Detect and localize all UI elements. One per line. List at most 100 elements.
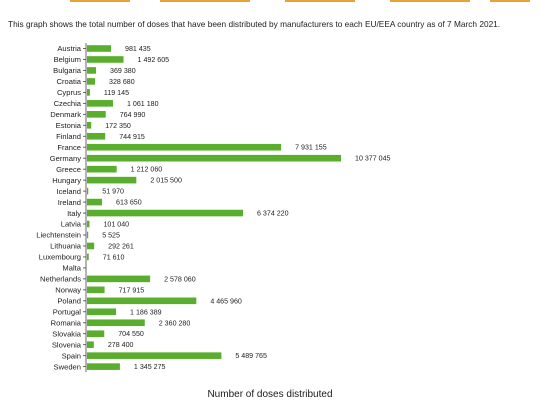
category-label: Greece	[56, 165, 81, 174]
value-label: 981 435	[125, 45, 151, 53]
bar	[87, 242, 95, 250]
value-label: 6 374 220	[257, 210, 289, 218]
bar	[87, 132, 106, 140]
category-label: Netherlands	[40, 275, 81, 284]
category-label: Malta	[62, 264, 81, 273]
bar	[87, 56, 124, 63]
category-label: Croatia	[57, 77, 82, 86]
category-label: Portugal	[53, 307, 82, 316]
top-strip-dash	[285, 0, 355, 2]
value-label: 2 578 060	[164, 275, 196, 283]
bar	[87, 121, 92, 129]
top-strip-dash	[490, 0, 530, 2]
value-label: 119 145	[104, 89, 129, 97]
value-label: 71 610	[103, 253, 125, 261]
bar	[87, 67, 97, 74]
category-label: Luxembourg	[39, 253, 81, 262]
bar	[87, 176, 137, 184]
bar	[87, 209, 244, 217]
bar	[87, 330, 105, 338]
bar	[87, 78, 96, 85]
bar	[87, 297, 197, 305]
category-label: Finland	[56, 132, 81, 141]
category-label: Czechia	[54, 99, 82, 108]
category-label: Norway	[55, 286, 81, 295]
value-label: 5 489 765	[235, 352, 267, 360]
chart-description: This graph shows the total number of dos…	[8, 19, 501, 29]
category-labels: Austria Belgium Bulgaria Croatia Cyprus Czech…	[36, 44, 82, 371]
bar	[87, 231, 89, 239]
value-label: 292 261	[108, 242, 134, 250]
bar	[87, 220, 90, 228]
value-label: 101 040	[103, 221, 129, 229]
value-label: 5 525	[102, 231, 120, 239]
bar	[87, 275, 151, 283]
category-label: Iceland	[57, 187, 82, 196]
value-label: 1 492 605	[138, 56, 170, 64]
bar	[87, 111, 106, 118]
category-label: France	[57, 143, 81, 152]
value-label: 744 915	[119, 133, 145, 141]
category-label: Liechtenstein	[36, 231, 81, 240]
category-label: Slovakia	[52, 329, 81, 338]
top-strip-dash	[70, 0, 130, 2]
value-label: 1 186 389	[130, 308, 162, 316]
value-label: 328 680	[109, 78, 135, 86]
category-label: Ireland	[58, 198, 81, 207]
category-label: Hungary	[52, 176, 81, 185]
chart-bars	[87, 45, 341, 370]
category-label: Denmark	[50, 110, 81, 119]
bar	[87, 45, 112, 52]
bar	[87, 319, 145, 327]
bar	[87, 154, 341, 162]
category-label: Sweden	[54, 362, 81, 371]
value-label: 278 400	[108, 341, 134, 349]
top-decorative-strip	[0, 0, 540, 5]
category-label: Spain	[62, 351, 81, 360]
category-label: Latvia	[61, 220, 82, 229]
category-label: Germany	[50, 154, 81, 163]
category-label: Estonia	[56, 121, 82, 130]
value-label: 4 465 960	[210, 297, 242, 305]
category-label: Slovenia	[52, 340, 82, 349]
top-strip-dash	[390, 0, 470, 2]
value-label: 764 990	[120, 111, 146, 119]
bar	[87, 363, 120, 370]
value-label: 7 931 155	[295, 144, 327, 152]
value-label: 51 970	[102, 188, 124, 196]
value-label: 1 061 180	[127, 100, 159, 108]
value-label: 704 550	[118, 330, 144, 338]
bar	[87, 352, 222, 359]
bar	[87, 100, 113, 107]
category-label: Poland	[57, 297, 81, 306]
value-label: 369 380	[110, 67, 136, 75]
category-label: Bulgaria	[53, 66, 82, 75]
bar	[87, 286, 105, 294]
category-label: Cyprus	[57, 88, 81, 97]
category-label: Romania	[51, 318, 82, 327]
bar	[87, 341, 94, 348]
value-label: 2 360 280	[159, 319, 191, 327]
bar	[87, 198, 103, 206]
value-label: 717 915	[119, 286, 145, 294]
category-label: Austria	[57, 44, 81, 53]
bar	[87, 253, 89, 261]
value-label: 172 350	[105, 122, 131, 130]
category-label: Italy	[67, 209, 81, 218]
value-label: 10 377 045	[355, 155, 391, 163]
bar	[87, 187, 89, 195]
bar	[87, 89, 90, 96]
x-axis-label: Number of doses distributed	[207, 389, 333, 400]
bar	[87, 308, 117, 316]
category-label: Belgium	[54, 55, 81, 64]
bar	[87, 165, 117, 173]
value-label: 1 345 275	[134, 363, 166, 371]
category-label: Lithuania	[50, 242, 82, 251]
chart-axis	[83, 43, 87, 373]
top-strip-dash	[160, 0, 250, 2]
value-label: 613 650	[116, 199, 142, 207]
value-label: 2 015 500	[150, 177, 182, 185]
value-label: 1 212 060	[131, 166, 163, 174]
